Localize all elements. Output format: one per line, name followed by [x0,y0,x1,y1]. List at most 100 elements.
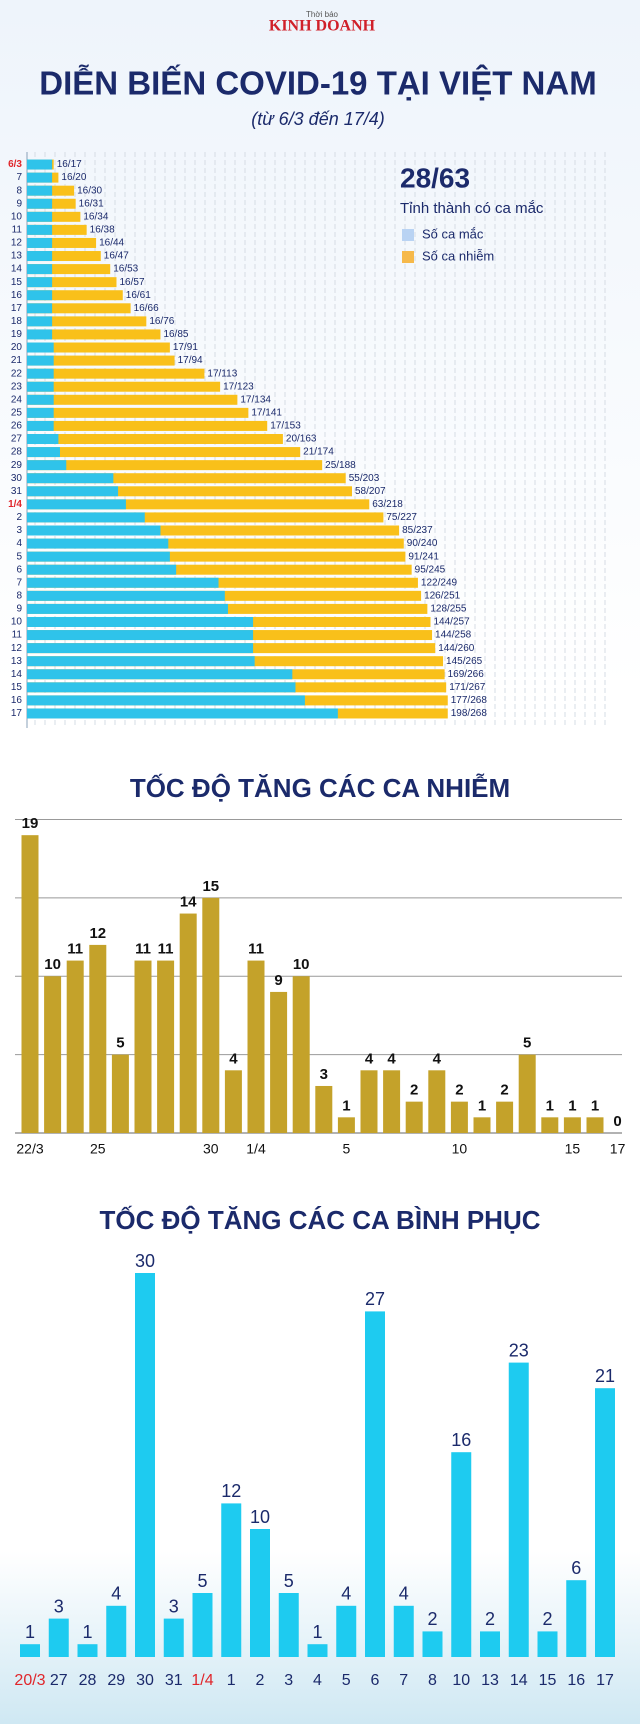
data-label: 16/34 [83,211,108,222]
bar [221,1503,242,1657]
bar [27,342,54,353]
data-label: 63/218 [372,499,403,510]
x-tick-label: 17 [610,1141,626,1157]
data-label: 3 [54,1596,64,1616]
y-tick-label: 6 [16,564,22,575]
bar [27,551,406,562]
y-tick-label: 11 [12,225,23,236]
y-tick-label: 7 [16,172,22,183]
y-tick-label: 9 [16,604,22,615]
x-tick-label: 25 [90,1141,106,1157]
bar [27,237,53,248]
data-label: 19 [22,815,39,832]
bar [27,185,53,196]
bar [450,1101,468,1133]
annotation: 28/63 [400,162,470,193]
data-label: 16/57 [119,277,144,288]
x-tick-label: 2 [256,1672,265,1689]
bar [27,682,296,693]
data-label: 5 [197,1571,207,1591]
data-label: 1 [312,1622,322,1642]
brand: KINH DOANH [269,18,376,35]
bar [27,538,169,549]
y-tick-label: 28 [11,447,23,458]
bar [202,897,220,1133]
bar [27,355,54,366]
data-label: 16/66 [134,303,159,314]
bar [27,303,53,314]
data-label: 0 [613,1113,621,1130]
annotation-text: Tỉnh thành có ca mắc [400,200,544,217]
bar [27,368,205,379]
y-tick-label: 14 [11,669,23,680]
data-label: 5 [284,1571,294,1591]
bar [27,329,161,340]
bar [27,159,53,170]
data-label: 12 [221,1481,241,1501]
data-label: 75/227 [386,512,417,523]
bar [27,394,238,405]
bar [518,1054,536,1133]
data-label: 144/260 [438,643,475,654]
y-tick-label: 27 [11,434,23,445]
bar [473,1117,491,1133]
legend-label: Số ca nhiễm [422,248,494,263]
data-label: 91/241 [408,551,439,562]
data-label: 16 [451,1430,471,1450]
data-label: 55/203 [349,473,380,484]
bar [27,290,123,301]
y-tick-label: 11 [12,630,23,641]
data-label: 17/141 [251,408,282,419]
x-tick-label: 30 [203,1141,219,1157]
bar [27,224,53,235]
bar [27,211,53,222]
bar [336,1605,357,1657]
bar [21,835,39,1133]
data-label: 1 [568,1097,576,1114]
data-label: 11 [248,941,264,958]
bar [27,211,81,222]
bar [27,251,53,262]
y-tick-label: 21 [11,355,23,366]
bar [27,643,254,654]
bar [307,1644,328,1657]
bar [48,1618,69,1657]
x-tick-label: 15 [565,1141,581,1157]
bar [27,316,53,327]
data-label: 16/53 [113,264,138,275]
bar [89,944,107,1133]
data-label: 144/258 [435,630,472,641]
bar [157,960,175,1133]
x-tick-label: 28 [79,1672,97,1689]
bar [383,1070,401,1133]
bar [66,960,84,1133]
data-label: 171/267 [449,682,486,693]
x-tick-label: 15 [539,1672,557,1689]
data-label: 16/85 [163,329,188,340]
bar [111,1054,129,1133]
bar [27,224,87,235]
bar [27,590,225,601]
y-tick-label: 14 [11,264,23,275]
data-label: 17/94 [178,355,203,366]
data-label: 30 [135,1251,155,1271]
bar [250,1529,270,1657]
chart-subtitle: (từ 6/3 đến 17/4) [251,109,385,129]
data-label: 122/249 [421,577,458,588]
data-label: 15 [202,878,219,895]
bar [292,976,310,1133]
bar [224,1070,242,1133]
bar [496,1101,514,1133]
bar [27,329,53,340]
y-tick-label: 16 [11,695,23,706]
x-tick-label: 6 [371,1672,380,1689]
x-tick-label: 16 [567,1672,585,1689]
bar [27,434,283,445]
bar [422,1631,443,1657]
bar [27,656,255,667]
data-label: 1 [25,1622,35,1642]
data-label: 20/163 [286,434,317,445]
bar [27,538,404,549]
bar [27,577,418,588]
bar [27,368,54,379]
